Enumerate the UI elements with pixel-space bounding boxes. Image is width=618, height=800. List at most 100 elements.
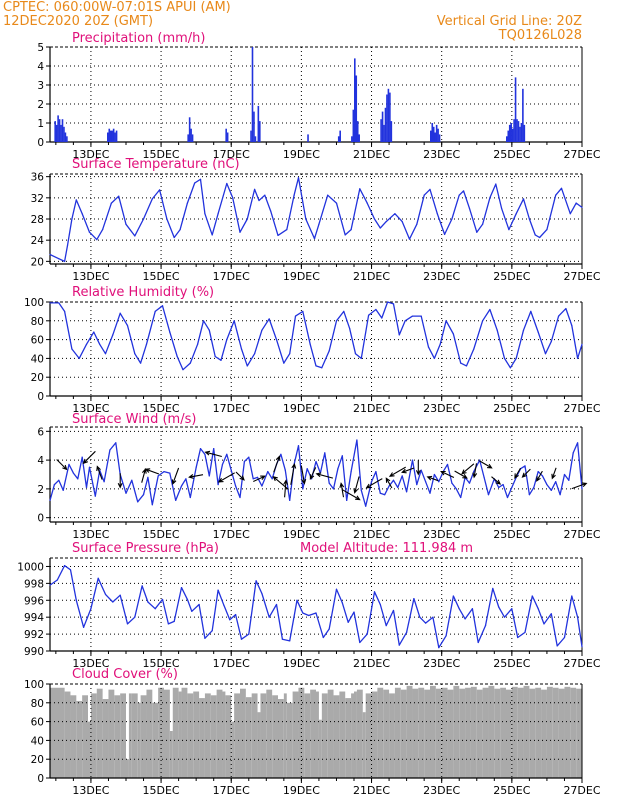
pres-data-point (581, 646, 583, 648)
rh-data-point (58, 302, 60, 304)
pres-data-point (217, 589, 219, 591)
y-tick-label: 1 (37, 118, 44, 130)
cloud-cover-bar (204, 693, 211, 778)
rh-data-point (565, 307, 567, 310)
cloud-cover-bar (70, 695, 77, 778)
wind-direction-arrow (188, 474, 204, 479)
wind-data-point (455, 488, 457, 490)
wind-direction-arrow (479, 460, 493, 469)
rh-data-point (145, 343, 148, 345)
cloud-cover-bar (260, 693, 267, 778)
rh-data-point (550, 340, 552, 343)
pres-data-point (315, 612, 317, 614)
x-tick-label: 19DEC (283, 657, 320, 670)
precip-bar (516, 119, 518, 142)
temp-data-point (217, 213, 219, 215)
rh-data-point (473, 348, 475, 350)
cloud-cover-bar (447, 689, 454, 778)
wind-data-point (346, 499, 348, 502)
y-tick-label: 100 (24, 297, 44, 309)
rh-data-point (343, 310, 345, 312)
x-tick-label: 19DEC (283, 402, 320, 415)
wind-data-point (502, 483, 504, 486)
y-tick-label: 0 (37, 773, 44, 785)
temp-data-point (286, 228, 288, 231)
cloud-cover-bar (283, 693, 287, 778)
rh-data-point (233, 320, 235, 322)
rh-data-point (509, 367, 511, 369)
rh-data-point (420, 315, 422, 317)
cloud-cover-bar (470, 686, 477, 778)
wind-data-point (397, 486, 399, 489)
wind-direction-arrow (253, 475, 266, 482)
temp-data-point (71, 218, 73, 220)
cloud-cover-bar (406, 685, 413, 778)
rh-data-point (482, 320, 484, 322)
wind-data-point (315, 460, 317, 463)
cloud-cover-bar (321, 693, 328, 778)
cloud-cover-bar (172, 687, 179, 778)
wind-data-point (226, 453, 228, 455)
x-tick-label: 25DEC (493, 148, 530, 161)
temp-data-point (125, 223, 127, 225)
wind-data-point (217, 483, 219, 486)
x-tick-label: 15DEC (143, 270, 180, 283)
wind-direction-arrow (235, 471, 245, 481)
pres-data-point (458, 608, 460, 610)
pres-data-point (550, 613, 552, 615)
x-tick-label: 27DEC (563, 784, 600, 797)
wind-direction-arrow (461, 463, 475, 475)
rh-data-point (134, 353, 136, 355)
precip-bar (519, 126, 521, 142)
precip-bar (389, 92, 391, 142)
cloud-cover-bar (412, 688, 419, 778)
pres-data-point (379, 603, 381, 606)
cloud-cover-bar (304, 693, 311, 778)
rh-data-point (321, 367, 323, 369)
wind-data-point (94, 495, 96, 497)
wind-data-point (88, 466, 91, 468)
x-tick-label: 19DEC (283, 148, 320, 161)
temp-data-point (226, 182, 228, 185)
cloud-cover-bar (108, 689, 115, 778)
pres-series-line (49, 564, 583, 649)
cloud-cover-bar (257, 712, 261, 778)
wind-data-point (142, 494, 145, 496)
wind-data-point (58, 479, 60, 481)
x-tick-label: 15DEC (143, 148, 180, 161)
wind-direction-arrow (454, 470, 468, 479)
wind-data-point (438, 481, 440, 483)
rh-data-point (140, 362, 142, 364)
pres-data-point (556, 645, 558, 647)
y-tick-label: 40 (31, 353, 44, 365)
temp-data-point (179, 228, 181, 231)
x-tick-label: 13DEC (72, 528, 109, 541)
wind-direction-arrow (273, 455, 281, 473)
pres-data-point (75, 599, 77, 601)
cloud-cover-bar (465, 687, 471, 778)
temp-data-point (49, 253, 51, 256)
temp-data-point (444, 233, 446, 235)
pres-data-point (543, 623, 545, 625)
precip-bar (358, 134, 360, 142)
cloud-cover-bar (564, 686, 571, 778)
precip-bar (60, 124, 62, 142)
precip-bar (513, 119, 515, 142)
wind-direction-arrow (426, 475, 439, 482)
wind-data-point (559, 494, 561, 496)
wind-direction-arrow (217, 472, 235, 483)
precip-bar (511, 128, 514, 142)
cloud-cover-bar (131, 693, 138, 778)
wind-data-point (416, 483, 418, 486)
cloud-cover-bar (199, 698, 205, 778)
cloud-cover-bar (210, 695, 217, 778)
y-tick-label: 0 (37, 513, 44, 525)
precip-bar (111, 130, 113, 142)
cloud-cover-bar (351, 693, 354, 778)
x-tick-label: 17DEC (213, 784, 250, 797)
wind-data-point (350, 471, 352, 473)
x-tick-label: 13DEC (72, 148, 109, 161)
temp-data-point (118, 195, 120, 197)
x-tick-label: 15DEC (143, 657, 180, 670)
wind-data-point (537, 471, 539, 473)
